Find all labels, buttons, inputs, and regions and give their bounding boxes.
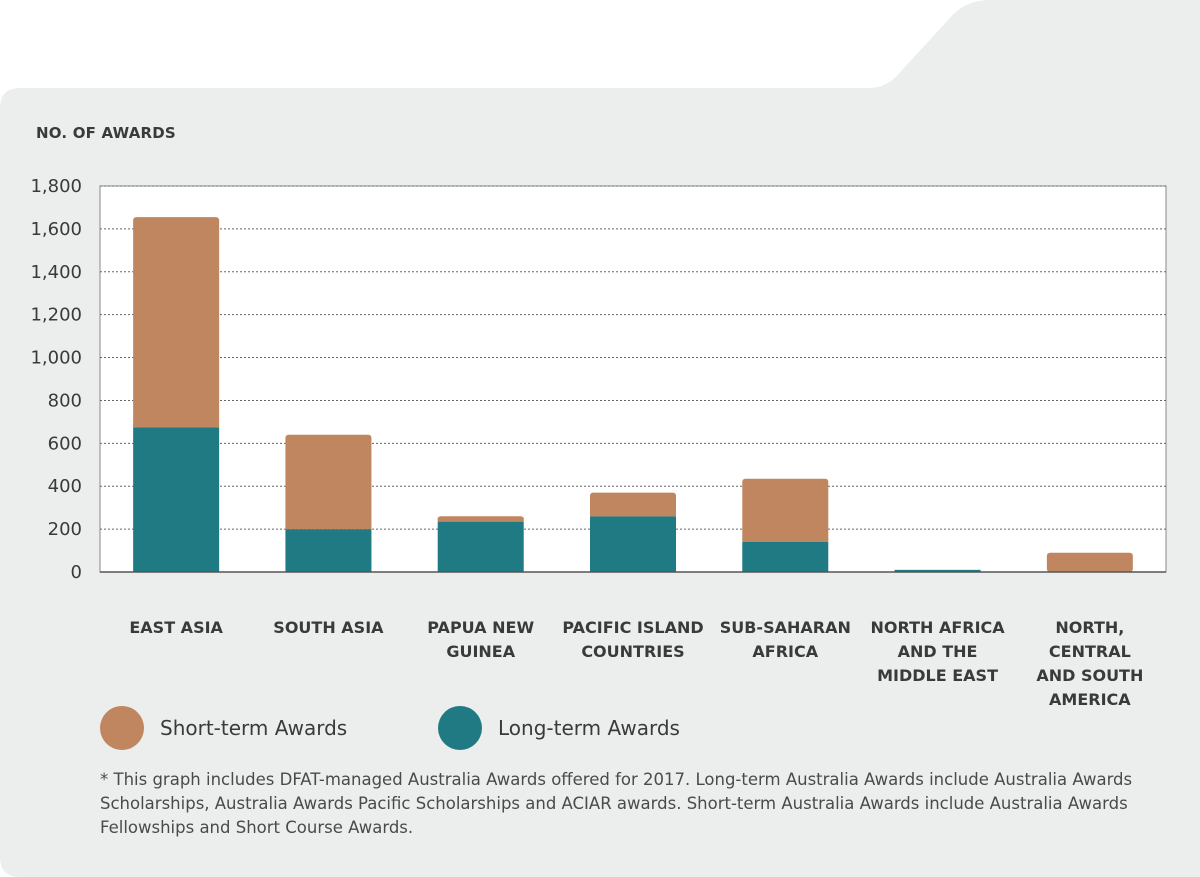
grid-lines xyxy=(100,185,1166,530)
bar-long-term xyxy=(285,529,372,572)
y-tick-label: 400 xyxy=(48,476,82,497)
y-tick-label: 200 xyxy=(48,519,82,540)
bar-short-term xyxy=(742,478,829,542)
legend-label-short-term: Short-term Awards xyxy=(160,716,348,740)
y-tick-label: 1,800 xyxy=(30,176,82,197)
x-category-label: PAPUA NEW GUINEA xyxy=(427,618,535,661)
y-tick-label: 1,200 xyxy=(30,305,82,326)
y-axis-label: NO. OF AWARDS xyxy=(36,124,176,142)
bar-long-term xyxy=(742,541,829,572)
bar-short-term xyxy=(590,492,676,517)
legend-label-long-term: Long-term Awards xyxy=(498,716,680,740)
x-category-label: SUB-SAHARAN AFRICA xyxy=(719,618,851,661)
x-category-label: NORTH AFRICA AND THE MIDDLE EAST xyxy=(870,618,1005,685)
y-tick-label: 1,400 xyxy=(30,262,82,283)
bar-long-term xyxy=(437,521,524,572)
legend-swatch-short-term xyxy=(100,706,144,750)
x-category-label: NORTH, CENTRAL AND SOUTH AMERICA xyxy=(1036,618,1144,709)
bar-short-term xyxy=(285,434,372,530)
legend-short-term: Short-term Awards xyxy=(100,706,347,750)
footnote: * This graph includes DFAT-managed Austr… xyxy=(100,770,1133,837)
bar-short-term-joint xyxy=(133,423,220,428)
bar-long-term xyxy=(590,516,676,572)
bar-long-term xyxy=(894,569,981,572)
stacked-bar-chart: 0 200 400 600 800 1,000 1,200 1,400 1,600 1,800 xyxy=(30,176,1167,583)
x-category-label: EAST ASIA xyxy=(129,618,223,637)
y-tick-label: 800 xyxy=(48,390,82,411)
bars xyxy=(133,217,1133,572)
bar-long-term xyxy=(133,427,220,572)
bar-short-term xyxy=(133,217,220,428)
y-axis-ticks: 0 200 400 600 800 1,000 1,200 1,400 1,600 1,800 xyxy=(30,176,82,583)
y-tick-label: 600 xyxy=(48,433,82,454)
x-category-label: PACIFIC ISLAND COUNTRIES xyxy=(562,618,704,661)
bar-short-term xyxy=(1046,552,1133,572)
legend-long-term: Long-term Awards xyxy=(438,706,680,750)
legend-swatch-long-term xyxy=(438,706,482,750)
x-category-label: SOUTH ASIA xyxy=(273,618,384,637)
y-tick-label: 0 xyxy=(71,562,82,583)
y-tick-label: 1,600 xyxy=(30,219,82,240)
bar-short-term-joint xyxy=(437,517,524,522)
y-tick-label: 1,000 xyxy=(30,348,82,369)
bar-short-term-joint xyxy=(742,537,829,542)
bar-short-term-joint xyxy=(285,525,372,530)
bar-short-term-joint xyxy=(590,512,676,517)
